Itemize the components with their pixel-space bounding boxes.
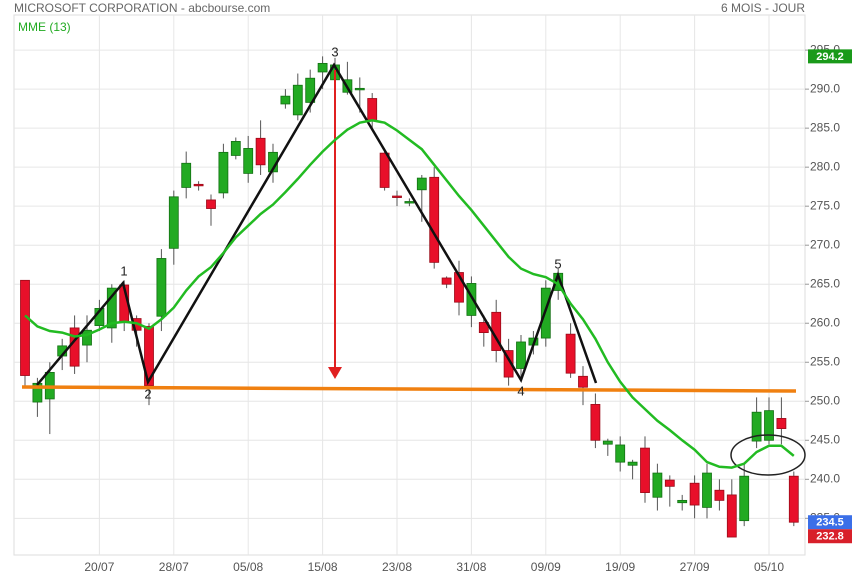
pattern-label: 2: [144, 386, 151, 401]
candle-body: [702, 472, 712, 508]
x-tick-label: 09/09: [531, 560, 561, 574]
candle-body: [627, 461, 638, 466]
grid: [14, 15, 805, 555]
pattern-label: 3: [331, 44, 338, 59]
candle-body: [255, 137, 266, 166]
candle-body: [144, 325, 154, 387]
y-tick-label: 270.0: [810, 237, 840, 251]
candle-body: [69, 327, 80, 367]
arrow-head: [328, 367, 342, 379]
candle-body: [714, 489, 725, 501]
candle-body: [404, 201, 415, 204]
candle-body: [602, 440, 613, 445]
x-tick-label: 31/08: [456, 560, 486, 574]
y-tick-label: 245.0: [810, 432, 840, 446]
candle-body: [156, 258, 167, 317]
candle-body: [106, 287, 117, 329]
x-tick-label: 05/10: [754, 560, 784, 574]
y-tick-label: 290.0: [810, 81, 840, 95]
x-tick-label: 05/08: [233, 560, 263, 574]
candle-body: [181, 162, 192, 188]
candle-body: [280, 95, 291, 105]
pattern-label: 4: [517, 383, 524, 398]
candle-body: [454, 272, 464, 303]
candle-body: [230, 141, 241, 156]
candle-body: [243, 148, 254, 174]
pattern-label: 1: [120, 263, 127, 278]
y-tick-label: 275.0: [810, 198, 840, 212]
price-label: 294.2: [816, 51, 844, 63]
candle-body: [739, 475, 750, 522]
candle-body: [441, 277, 452, 285]
x-tick-label: 28/07: [159, 560, 189, 574]
candle-body: [392, 195, 402, 198]
candle-body: [82, 329, 92, 346]
x-tick-label: 27/09: [680, 560, 710, 574]
y-tick-label: 285.0: [810, 120, 840, 134]
candle-body: [578, 375, 588, 388]
y-tick-label: 260.0: [810, 315, 840, 329]
candle-body: [751, 411, 762, 442]
candle-body: [615, 444, 626, 463]
plot-area: [13, 14, 806, 556]
candle-body: [193, 183, 204, 187]
candle-body: [689, 482, 700, 506]
candle-body: [367, 98, 378, 121]
candle-body: [317, 62, 328, 73]
candle-body: [503, 350, 514, 378]
x-tick-label: 19/09: [605, 560, 635, 574]
candle-body: [466, 283, 477, 316]
candle-body: [776, 418, 787, 429]
candle-body: [218, 151, 229, 194]
y-tick-label: 240.0: [810, 471, 840, 485]
x-tick-label: 23/08: [382, 560, 412, 574]
highlight-ellipse: [730, 434, 806, 476]
neckline: [21, 385, 797, 393]
price-label-box: [808, 515, 852, 530]
candle-body: [726, 494, 737, 538]
price-label: 232.8: [816, 531, 844, 543]
chart-subtitle: 6 MOIS - JOUR: [721, 1, 805, 15]
x-tick-label: 15/08: [308, 560, 338, 574]
price-label-box: [808, 49, 852, 64]
chart-title: MICROSOFT CORPORATION - abcbourse.com: [14, 1, 270, 15]
candle-body: [292, 84, 303, 116]
pattern-label: 5: [554, 256, 561, 271]
price-label: 234.5: [816, 517, 844, 529]
candle-body: [640, 447, 650, 493]
candle-body: [677, 499, 688, 504]
y-tick-label: 255.0: [810, 354, 840, 368]
candle-body: [590, 403, 601, 441]
candle-body: [478, 322, 489, 334]
y-tick-label: 280.0: [810, 159, 840, 173]
x-tick-label: 20/07: [84, 560, 114, 574]
candle-body: [516, 341, 526, 369]
candle-body: [416, 177, 427, 191]
ema-line: [24, 119, 795, 469]
candle-body: [429, 176, 440, 263]
candle-body: [764, 410, 774, 441]
y-tick-label: 250.0: [810, 393, 840, 407]
pattern-zigzag: [36, 62, 598, 386]
candle-body: [788, 475, 799, 523]
price-label-box: [808, 529, 852, 544]
candle-body: [565, 333, 576, 374]
candle-body: [379, 152, 390, 188]
legend-entry: MME (13): [18, 20, 71, 34]
candle-body: [652, 472, 663, 498]
y-tick-label: 265.0: [810, 276, 840, 290]
candle-body: [20, 279, 30, 376]
candle-body: [305, 77, 316, 103]
candle-body: [168, 196, 179, 249]
candle-body: [664, 479, 675, 487]
candle-body: [206, 199, 216, 209]
candle-body: [354, 87, 365, 91]
